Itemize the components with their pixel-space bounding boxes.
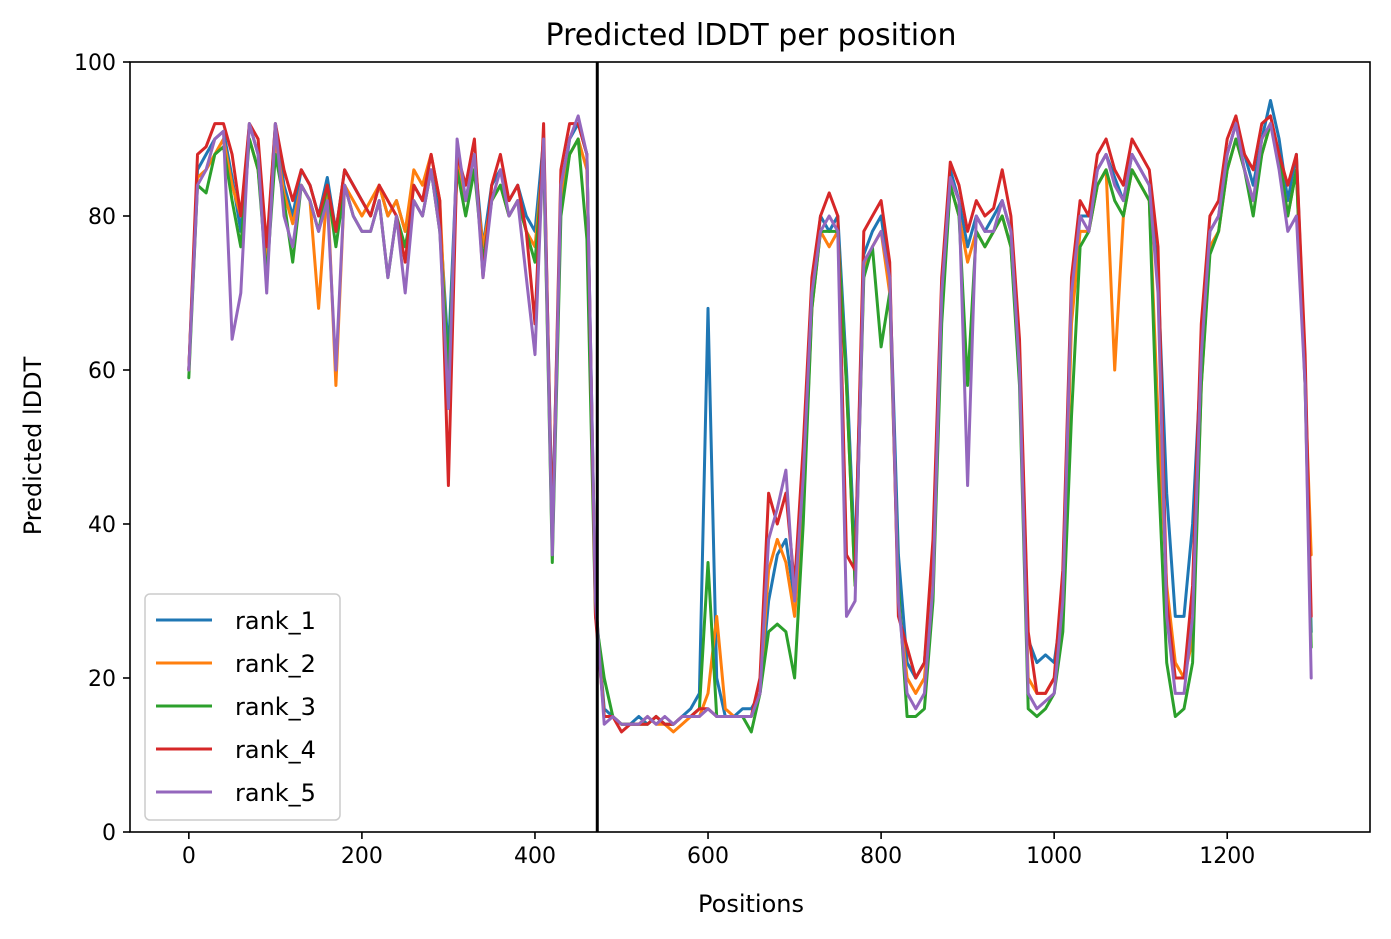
y-tick-label: 100: [74, 51, 116, 76]
legend-label-rank_3: rank_3: [235, 693, 316, 721]
y-tick-label: 40: [88, 513, 116, 538]
legend: rank_1 rank_2 rank_3 rank_4 rank_5: [144, 593, 341, 821]
legend-box: [144, 593, 341, 821]
x-tick-label: 1200: [1199, 844, 1255, 869]
x-tick-label: 1000: [1026, 844, 1082, 869]
y-tick-label: 80: [88, 205, 116, 230]
plot-frame: [129, 61, 1371, 833]
plot-area: [129, 61, 1371, 833]
chart-title: Predicted lDDT per position: [546, 18, 957, 53]
y-tick-label: 0: [102, 821, 116, 846]
y-tick-label: 20: [88, 667, 116, 692]
y-tick-label: 60: [88, 359, 116, 384]
axis-ticks: 0 200 400 600 800 1000 1200 0 20 40 60 80 100: [74, 51, 1255, 869]
series-line-rank_5: [187, 114, 1313, 726]
x-axis-label: Positions: [698, 890, 804, 918]
x-tick-label: 600: [687, 844, 729, 869]
legend-label-rank_5: rank_5: [235, 779, 316, 807]
legend-label-rank_1: rank_1: [235, 607, 316, 635]
y-axis-label: Predicted lDDT: [19, 356, 47, 535]
x-tick-label: 0: [182, 844, 196, 869]
x-tick-label: 400: [514, 844, 556, 869]
legend-label-rank_4: rank_4: [235, 736, 316, 764]
legend-label-rank_2: rank_2: [235, 650, 316, 678]
x-tick-label: 800: [860, 844, 902, 869]
x-tick-label: 200: [341, 844, 383, 869]
